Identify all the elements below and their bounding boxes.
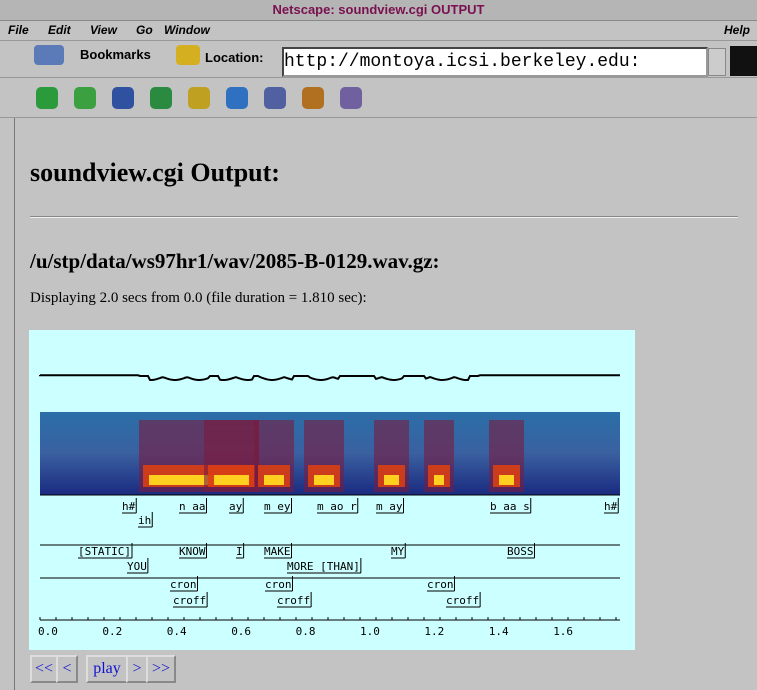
menu-item[interactable]: Window — [164, 23, 210, 37]
phone-label: h# — [604, 500, 618, 513]
toolbar-icon[interactable] — [302, 87, 324, 109]
word-label: YOU — [127, 560, 147, 573]
nav-button[interactable]: < — [56, 655, 78, 683]
energy-band — [214, 475, 249, 485]
energy-band — [499, 475, 514, 485]
window-title: Netscape: soundview.cgi OUTPUT — [0, 2, 757, 17]
menu-bar: File Edit View Go Window Help — [0, 21, 757, 41]
cron-label: cron — [427, 578, 454, 591]
location-icon — [176, 45, 200, 65]
axis-label: 0.8 — [296, 625, 316, 638]
menu-item[interactable]: Help — [724, 23, 750, 37]
nav-toolbar — [0, 79, 757, 118]
toolbar-icon[interactable] — [150, 87, 172, 109]
toolbar-icon[interactable] — [226, 87, 248, 109]
toolbar-icon[interactable] — [36, 87, 58, 109]
title-bar: Netscape: soundview.cgi OUTPUT — [0, 0, 757, 21]
bookmarks-button[interactable]: Bookmarks — [80, 47, 151, 62]
toolbar-icon[interactable] — [112, 87, 134, 109]
menu-item[interactable]: File — [8, 23, 29, 37]
netscape-logo — [730, 46, 757, 76]
cron-label: cron — [170, 578, 197, 591]
url-field[interactable]: http://montoya.icsi.berkeley.edu: — [282, 47, 708, 77]
toolbar-icon[interactable] — [74, 87, 96, 109]
location-label: Location: — [205, 50, 264, 65]
nav-button[interactable]: << — [30, 655, 58, 683]
phone-label: ih — [138, 514, 151, 527]
phone-label: m ay — [376, 500, 403, 513]
menu-item[interactable]: View — [90, 23, 117, 37]
word-label: MY — [391, 545, 405, 558]
nav-button[interactable]: play — [86, 655, 128, 683]
nav-button[interactable]: >> — [146, 655, 176, 683]
file-path: /u/stp/data/ws97hr1/wav/2085-B-0129.wav.… — [30, 249, 440, 274]
axis-label: 1.0 — [360, 625, 380, 638]
horizontal-rule — [30, 216, 738, 218]
toolbar-icon[interactable] — [340, 87, 362, 109]
cron-label: croff — [173, 594, 206, 607]
phone-label: n aa — [179, 500, 206, 513]
energy-band — [384, 475, 399, 485]
energy-band — [314, 475, 334, 485]
browser-window: Netscape: soundview.cgi OUTPUT File Edit V… — [0, 0, 757, 690]
page-heading: soundview.cgi Output: — [30, 158, 280, 188]
frame-border — [14, 118, 15, 690]
phone-label: ay — [229, 500, 243, 513]
menu-item[interactable]: Edit — [48, 23, 71, 37]
axis-label: 1.4 — [489, 625, 509, 638]
word-label: BOSS — [507, 545, 534, 558]
energy-band — [434, 475, 444, 485]
axis-label: 0.0 — [38, 625, 58, 638]
cron-label: croff — [277, 594, 310, 607]
info-text: Displaying 2.0 secs from 0.0 (file durat… — [30, 290, 367, 307]
word-label: I — [236, 545, 243, 558]
cron-label: croff — [446, 594, 479, 607]
phone-label: b aa s — [490, 500, 530, 513]
menu-item[interactable]: Go — [136, 23, 153, 37]
word-label: KNOW — [179, 545, 206, 558]
axis-label: 0.4 — [167, 625, 187, 638]
toolbar-icon[interactable] — [188, 87, 210, 109]
energy-band — [264, 475, 284, 485]
cron-label: cron — [265, 578, 292, 591]
word-label: MORE [THAN] — [287, 560, 360, 573]
axis-label: 0.2 — [102, 625, 122, 638]
bookmarks-icon — [34, 45, 64, 65]
page: {"window": {"title": "Netscape: soundvie… — [0, 0, 757, 690]
word-label: [STATIC] — [78, 545, 131, 558]
axis-label: 1.6 — [553, 625, 573, 638]
toolbar-icon[interactable] — [264, 87, 286, 109]
phone-label: m ey — [264, 500, 291, 513]
phone-label: h# — [122, 500, 136, 513]
phone-label: m ao r — [317, 500, 357, 513]
axis-label: 0.6 — [231, 625, 251, 638]
axis-label: 1.2 — [424, 625, 444, 638]
url-dropdown[interactable] — [708, 48, 726, 76]
nav-button[interactable]: > — [126, 655, 148, 683]
word-label: MAKE — [264, 545, 291, 558]
